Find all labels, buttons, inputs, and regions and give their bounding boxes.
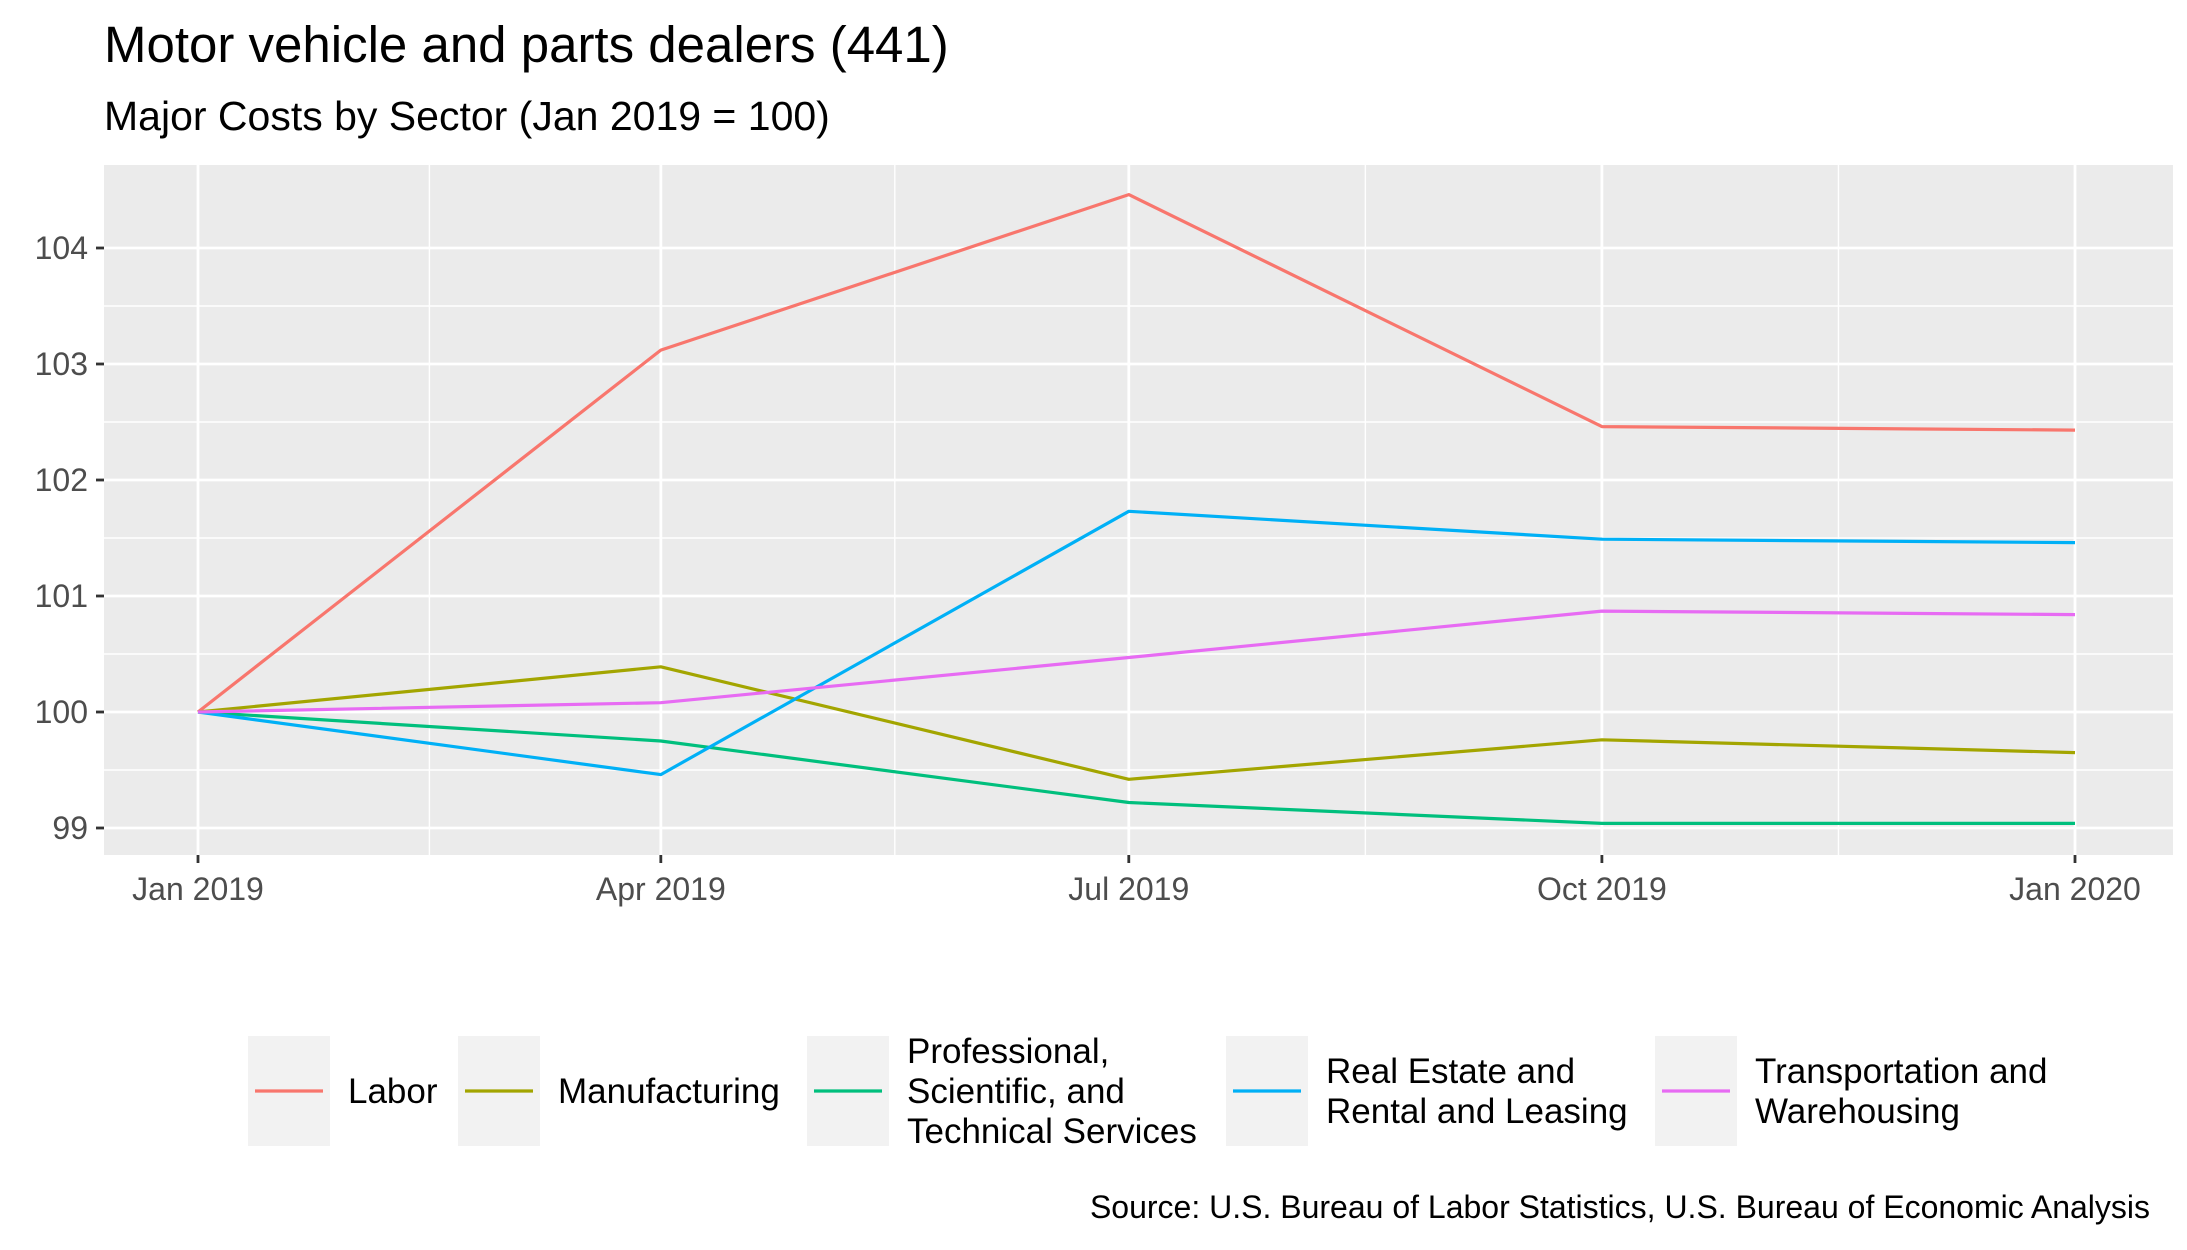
legend-label-line: Real Estate and <box>1326 1052 1575 1091</box>
legend-label-line: Professional, <box>907 1032 1109 1071</box>
legend: Labor Manufacturing Professional, Scientifi… <box>248 1032 2048 1151</box>
legend-item: Transportation and Warehousing <box>1655 1036 2048 1146</box>
x-tick-label: Oct 2019 <box>1537 871 1667 907</box>
legend-label: Professional, Scientific, and Technical Se… <box>907 1032 1197 1151</box>
legend-label-line: Transportation and <box>1755 1052 2048 1091</box>
y-axis: 99 100 101 102 103 104 <box>35 230 104 846</box>
legend-item: Professional, Scientific, and Technical Se… <box>807 1032 1197 1151</box>
x-axis: Jan 2019 Apr 2019 Jul 2019 Oct 2019 Jan 2020 <box>132 855 2141 907</box>
legend-label-line: Scientific, and <box>907 1072 1125 1111</box>
y-tick-label: 101 <box>35 578 88 614</box>
y-tick-label: 103 <box>35 346 88 382</box>
x-tick-label: Jan 2019 <box>132 871 264 907</box>
legend-label: Labor <box>348 1072 438 1111</box>
legend-label-line: Technical Services <box>907 1112 1197 1151</box>
x-tick-label: Jul 2019 <box>1068 871 1189 907</box>
x-tick-label: Apr 2019 <box>596 871 726 907</box>
legend-label: Transportation and Warehousing <box>1755 1052 2048 1131</box>
source-caption: Source: U.S. Bureau of Labor Statistics,… <box>1090 1189 2150 1225</box>
legend-label-line: Rental and Leasing <box>1326 1092 1628 1131</box>
chart-subtitle: Major Costs by Sector (Jan 2019 = 100) <box>104 93 830 139</box>
legend-label-line: Manufacturing <box>558 1072 780 1111</box>
legend-item: Labor <box>248 1036 438 1146</box>
series-lines <box>197 193 2076 826</box>
plot-panel <box>104 165 2173 855</box>
series-line <box>197 609 2076 714</box>
y-tick-label: 104 <box>35 230 88 266</box>
series-line <box>197 193 2076 714</box>
x-tick-label: Jan 2020 <box>2009 871 2141 907</box>
y-tick-label: 99 <box>52 810 88 846</box>
legend-label-line: Warehousing <box>1755 1092 1960 1131</box>
legend-label: Real Estate and Rental and Leasing <box>1326 1052 1628 1131</box>
series-line <box>197 710 2075 826</box>
series-line <box>197 509 2076 777</box>
legend-item: Real Estate and Rental and Leasing <box>1226 1036 1628 1146</box>
chart-title: Motor vehicle and parts dealers (441) <box>104 16 949 73</box>
y-tick-label: 100 <box>35 694 88 730</box>
y-tick-label: 102 <box>35 462 88 498</box>
series-line <box>197 665 2076 781</box>
legend-label-line: Labor <box>348 1072 438 1111</box>
legend-label: Manufacturing <box>558 1072 780 1111</box>
legend-item: Manufacturing <box>458 1036 780 1146</box>
minor-grid <box>104 165 2173 855</box>
